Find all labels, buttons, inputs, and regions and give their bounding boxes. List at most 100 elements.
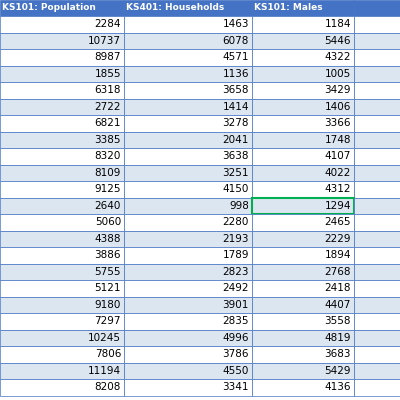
Text: 1184: 1184	[324, 19, 351, 29]
Bar	[124, 0, 252, 16]
Text: 4550: 4550	[223, 366, 249, 376]
Bar	[252, 362, 354, 379]
Bar	[354, 49, 400, 66]
Text: 2640: 2640	[95, 201, 121, 211]
Text: 1294: 1294	[324, 201, 351, 211]
Bar	[252, 264, 354, 280]
Bar	[124, 66, 252, 82]
Bar	[252, 181, 354, 198]
Text: 5429: 5429	[324, 366, 351, 376]
Bar	[0, 32, 124, 49]
Bar	[354, 247, 400, 264]
Bar	[354, 164, 400, 181]
Text: 3558: 3558	[324, 316, 351, 326]
Text: 4107: 4107	[325, 151, 351, 161]
Text: 1894: 1894	[324, 250, 351, 260]
Text: 4819: 4819	[324, 333, 351, 343]
Text: 1005: 1005	[325, 69, 351, 79]
Bar	[0, 313, 124, 330]
Text: 3278: 3278	[222, 118, 249, 128]
Text: 2193: 2193	[222, 234, 249, 244]
Bar	[252, 164, 354, 181]
Bar	[252, 346, 354, 362]
Bar	[354, 16, 400, 32]
Bar	[252, 82, 354, 98]
Bar	[124, 16, 252, 32]
Bar	[354, 115, 400, 132]
Text: 7297: 7297	[94, 316, 121, 326]
Text: 1414: 1414	[222, 102, 249, 112]
Bar	[124, 148, 252, 164]
Bar	[0, 346, 124, 362]
Text: 1463: 1463	[222, 19, 249, 29]
Bar	[124, 313, 252, 330]
Bar	[0, 49, 124, 66]
Bar	[0, 330, 124, 346]
Text: 2229: 2229	[324, 234, 351, 244]
Bar	[0, 214, 124, 230]
Text: 1748: 1748	[324, 135, 351, 145]
Text: 6318: 6318	[94, 85, 121, 95]
Text: 6821: 6821	[94, 118, 121, 128]
Bar	[354, 82, 400, 98]
Bar	[354, 214, 400, 230]
Text: 2465: 2465	[324, 217, 351, 227]
Bar	[354, 98, 400, 115]
Text: 4150: 4150	[223, 184, 249, 194]
Bar	[252, 16, 354, 32]
Bar	[252, 214, 354, 230]
Bar	[252, 115, 354, 132]
Text: 2284: 2284	[94, 19, 121, 29]
Bar	[0, 362, 124, 379]
Text: 3901: 3901	[223, 300, 249, 310]
Text: KS101: Population: KS101: Population	[2, 4, 96, 12]
Text: 2280: 2280	[223, 217, 249, 227]
Bar	[252, 98, 354, 115]
Bar	[0, 16, 124, 32]
Bar	[354, 230, 400, 247]
Bar	[252, 66, 354, 82]
Bar	[354, 280, 400, 296]
Text: 8109: 8109	[95, 168, 121, 178]
Bar	[124, 181, 252, 198]
Bar	[354, 0, 400, 16]
Bar	[0, 115, 124, 132]
Text: 4996: 4996	[222, 333, 249, 343]
Bar	[0, 247, 124, 264]
Text: 6078: 6078	[223, 36, 249, 46]
Bar	[252, 296, 354, 313]
Text: 3251: 3251	[222, 168, 249, 178]
Bar	[0, 66, 124, 82]
Bar	[0, 164, 124, 181]
Bar	[252, 132, 354, 148]
Bar	[0, 280, 124, 296]
Bar	[252, 32, 354, 49]
Bar	[252, 148, 354, 164]
Bar	[0, 98, 124, 115]
Text: 3429: 3429	[324, 85, 351, 95]
Bar	[124, 264, 252, 280]
Text: 2418: 2418	[324, 283, 351, 293]
Bar	[124, 330, 252, 346]
Text: 2823: 2823	[222, 267, 249, 277]
Bar	[124, 346, 252, 362]
Text: 998: 998	[229, 201, 249, 211]
Text: 9125: 9125	[94, 184, 121, 194]
Bar	[252, 198, 354, 214]
Bar	[354, 32, 400, 49]
Bar	[124, 164, 252, 181]
Bar	[124, 98, 252, 115]
Text: 3683: 3683	[324, 349, 351, 359]
Text: 5060: 5060	[95, 217, 121, 227]
Text: KS101: Males: KS101: Males	[254, 4, 323, 12]
Bar	[354, 264, 400, 280]
Bar	[354, 296, 400, 313]
Text: KS401: Households: KS401: Households	[126, 4, 224, 12]
Bar	[252, 313, 354, 330]
Bar	[124, 214, 252, 230]
Bar	[252, 247, 354, 264]
Text: 8208: 8208	[95, 382, 121, 392]
Bar	[124, 49, 252, 66]
Text: 4571: 4571	[222, 52, 249, 62]
Text: 2041: 2041	[223, 135, 249, 145]
